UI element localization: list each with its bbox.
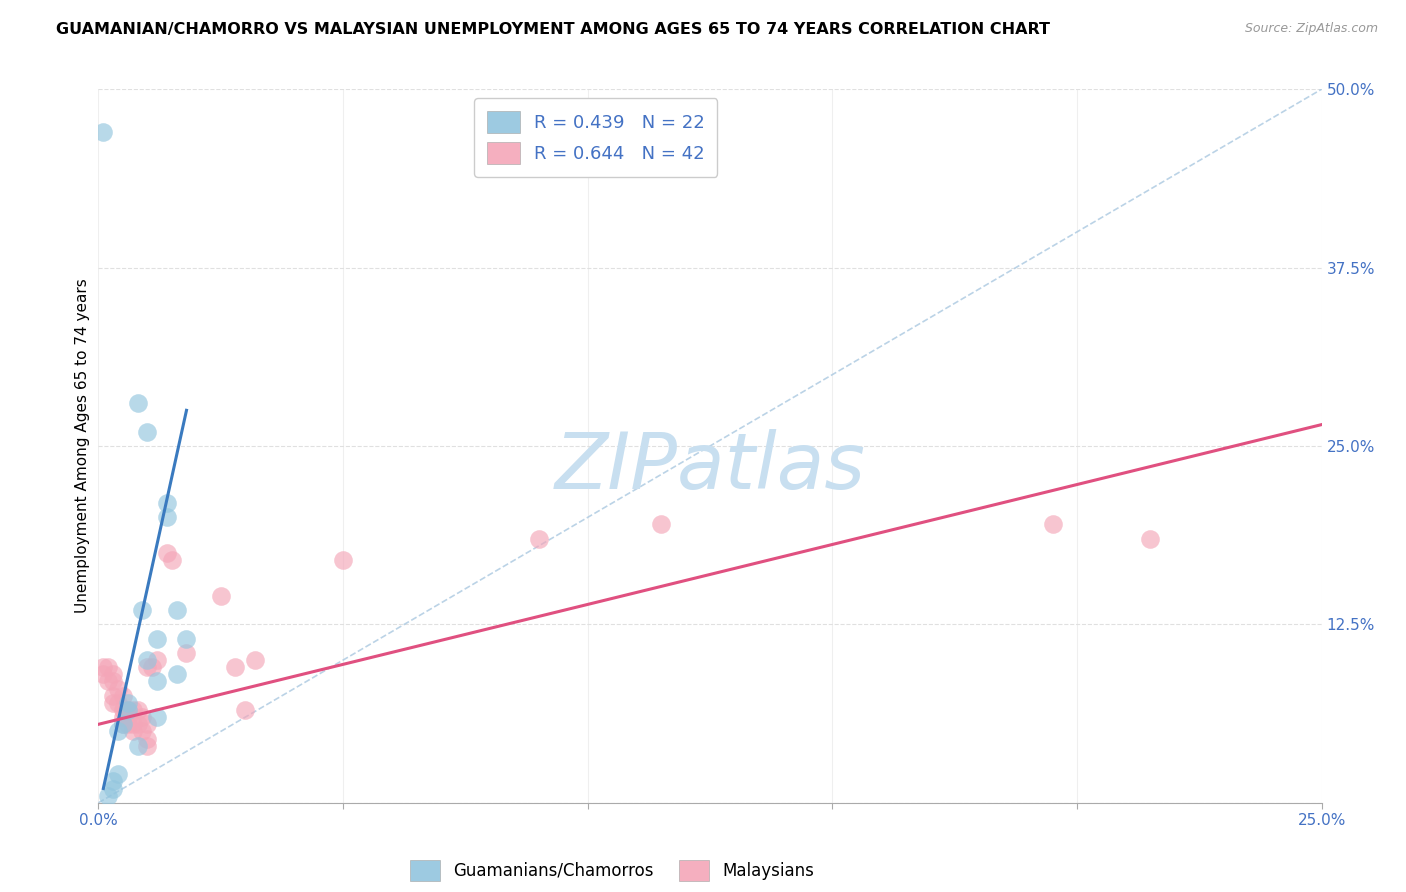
Point (224, 660, 246, 674)
Point (111, 717, 134, 731)
Point (209, 589, 232, 603)
Legend: Guamanians/Chamorros, Malaysians: Guamanians/Chamorros, Malaysians (404, 854, 821, 888)
Point (166, 667, 188, 681)
Point (97, 674, 120, 689)
Point (146, 710, 169, 724)
Point (117, 710, 139, 724)
Point (176, 632, 198, 646)
Point (111, 689, 134, 703)
Point (121, 724, 143, 739)
Point (243, 653, 266, 667)
Point (136, 739, 159, 753)
Point (127, 739, 149, 753)
Point (121, 717, 143, 731)
Point (127, 717, 149, 731)
Point (107, 767, 129, 781)
Point (156, 546, 179, 560)
Point (332, 553, 354, 567)
Point (166, 603, 188, 617)
Point (1042, 517, 1064, 532)
Point (160, 553, 183, 567)
Point (111, 703, 134, 717)
Text: GUAMANIAN/CHAMORRO VS MALAYSIAN UNEMPLOYMENT AMONG AGES 65 TO 74 YEARS CORRELATI: GUAMANIAN/CHAMORRO VS MALAYSIAN UNEMPLOY… (56, 22, 1050, 37)
Point (136, 731, 159, 746)
Point (136, 653, 159, 667)
Point (136, 660, 159, 674)
Point (136, 425, 159, 439)
Point (111, 717, 134, 731)
Point (650, 517, 672, 532)
Point (101, 696, 124, 710)
Point (141, 660, 163, 674)
Point (117, 696, 139, 710)
Point (101, 774, 124, 789)
Point (146, 674, 169, 689)
Point (117, 703, 139, 717)
Point (136, 717, 159, 731)
Point (527, 532, 550, 546)
Point (131, 603, 153, 617)
Point (111, 710, 134, 724)
Point (107, 681, 129, 696)
Point (127, 703, 149, 717)
Point (131, 724, 153, 739)
Y-axis label: Unemployment Among Ages 65 to 74 years: Unemployment Among Ages 65 to 74 years (75, 278, 90, 614)
Point (156, 510, 179, 524)
Point (146, 653, 169, 667)
Point (146, 632, 169, 646)
Point (91, 125, 114, 139)
Point (131, 710, 153, 724)
Point (127, 396, 149, 410)
Point (101, 689, 124, 703)
Text: Source: ZipAtlas.com: Source: ZipAtlas.com (1244, 22, 1378, 36)
Point (107, 696, 129, 710)
Point (176, 646, 198, 660)
Text: ZIPatlas: ZIPatlas (554, 429, 866, 506)
Point (101, 674, 124, 689)
Point (156, 496, 179, 510)
Point (107, 724, 129, 739)
Point (91, 660, 114, 674)
Point (233, 703, 256, 717)
Point (121, 703, 143, 717)
Point (117, 703, 139, 717)
Point (101, 781, 124, 796)
Point (117, 717, 139, 731)
Point (1139, 532, 1161, 546)
Point (97, 660, 120, 674)
Point (91, 667, 114, 681)
Point (97, 789, 120, 803)
Point (101, 667, 124, 681)
